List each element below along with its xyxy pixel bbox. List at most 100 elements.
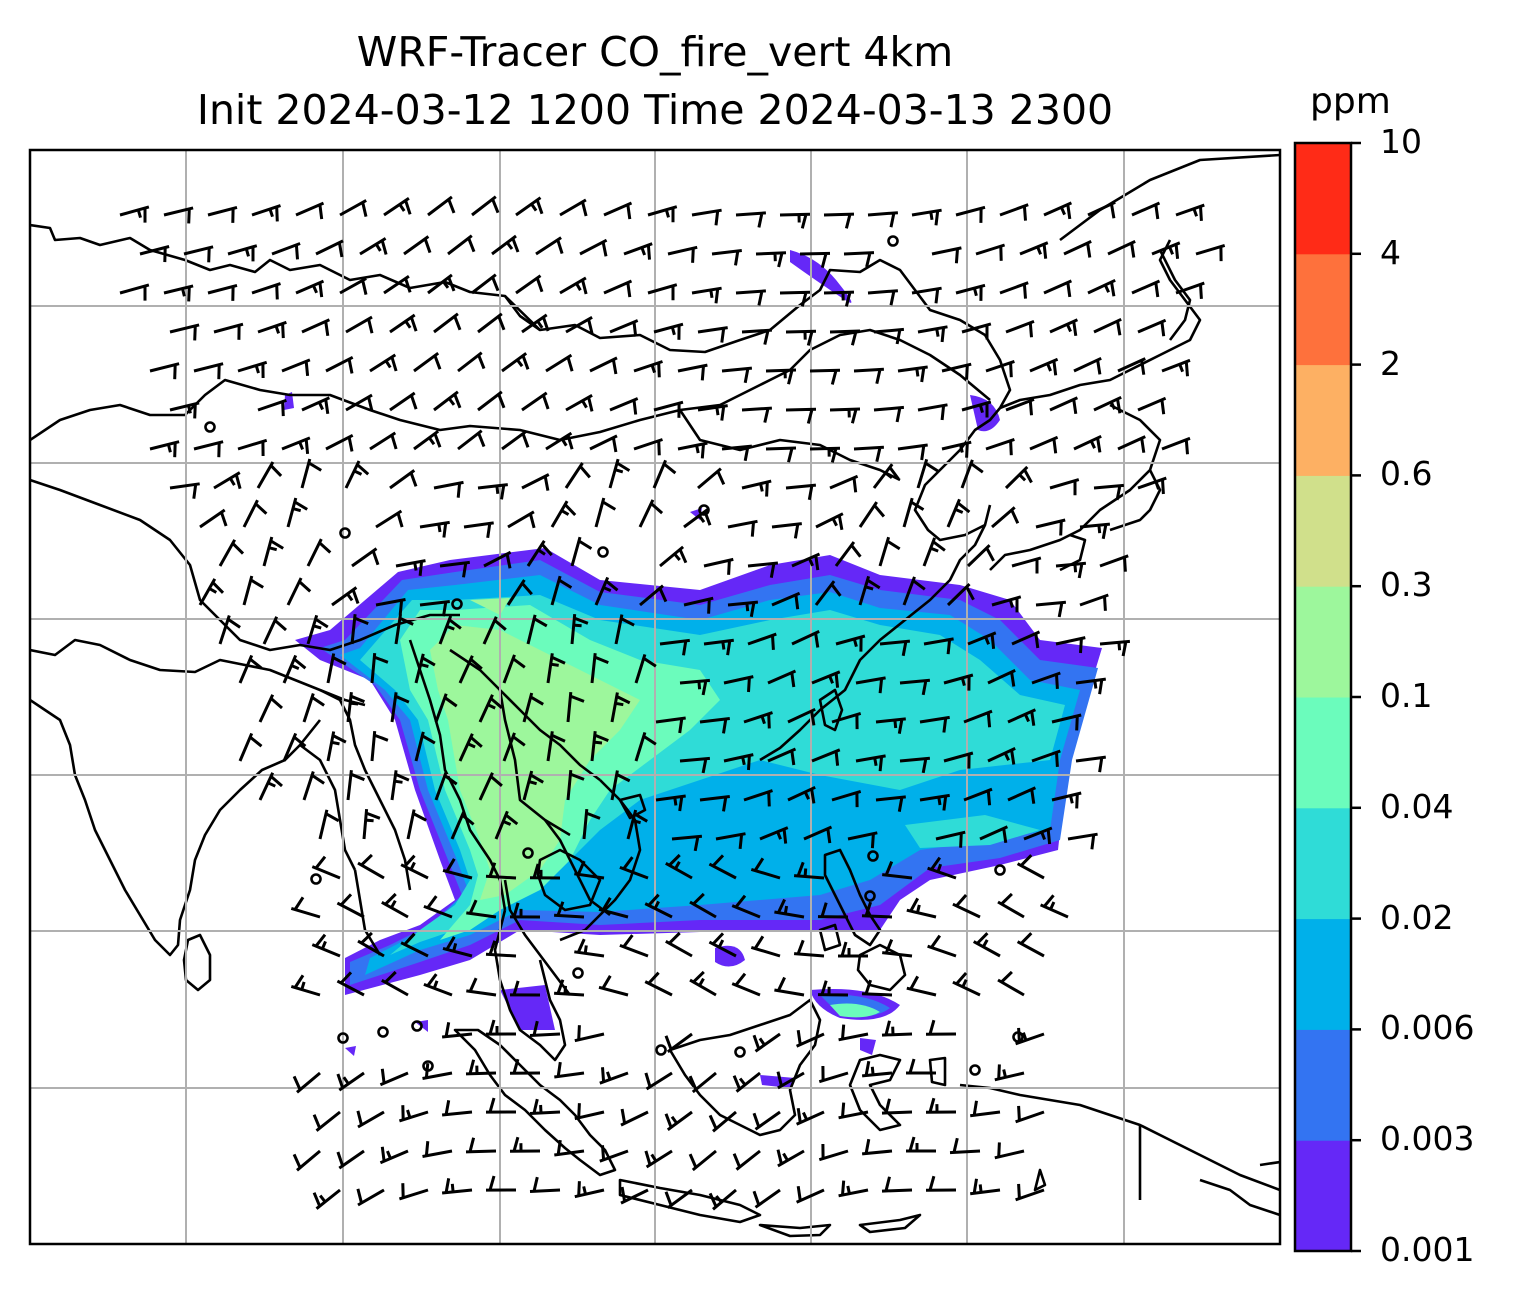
wind-barb xyxy=(257,320,287,339)
wind-barb xyxy=(765,446,797,463)
wind-barb xyxy=(336,971,365,997)
calm-marker xyxy=(522,847,534,859)
colorbar-tick-label: 0.04 xyxy=(1380,786,1454,826)
wind-barb xyxy=(282,732,307,762)
wind-barb xyxy=(295,201,325,220)
wind-barb xyxy=(554,979,585,997)
wind-barb xyxy=(677,441,708,459)
wind-barb xyxy=(1079,522,1111,540)
wind-barb xyxy=(350,614,369,645)
wind-barb xyxy=(442,858,473,880)
wind-barb xyxy=(765,368,797,385)
wind-barb xyxy=(899,678,931,696)
calm-marker xyxy=(337,1032,349,1044)
calm-marker xyxy=(864,890,876,902)
wind-barb xyxy=(494,810,519,840)
wind-barb xyxy=(747,561,779,578)
wind-barb xyxy=(1007,708,1037,726)
wind-barb xyxy=(1035,600,1067,618)
wind-barb xyxy=(522,692,544,723)
wind-barb xyxy=(381,970,409,997)
wind-barb xyxy=(1029,357,1059,376)
wind-barb xyxy=(815,512,844,531)
calm-markers xyxy=(204,235,1024,1076)
colorbar-tick-label: 0.1 xyxy=(1380,676,1433,715)
calm-marker xyxy=(867,850,879,862)
wind-barb xyxy=(526,614,548,645)
wind-barb xyxy=(389,469,418,490)
wind-barb xyxy=(599,1067,629,1085)
wind-barb xyxy=(394,614,414,645)
wind-barb xyxy=(406,809,427,840)
wind-barb xyxy=(345,393,374,412)
calm-marker xyxy=(969,1064,981,1076)
wind-barb xyxy=(776,1149,805,1168)
wind-barb xyxy=(619,934,649,958)
wind-barb xyxy=(301,396,331,415)
wind-barb xyxy=(306,614,329,645)
wind-barb xyxy=(379,1068,409,1087)
wind-barb xyxy=(463,521,494,539)
wind-barb xyxy=(485,1019,517,1036)
wind-barb xyxy=(213,322,244,340)
wind-barb xyxy=(623,242,653,260)
wind-barb xyxy=(237,360,268,379)
colorbar-tick-label: 0.02 xyxy=(1380,897,1454,937)
wind-barb xyxy=(331,586,360,607)
wind-barb xyxy=(346,770,365,801)
wind-barb xyxy=(731,894,761,919)
wind-barb xyxy=(985,437,1015,456)
wind-barb xyxy=(521,473,550,491)
wind-barb xyxy=(515,274,544,295)
wind-barb xyxy=(403,235,432,256)
wind-barb xyxy=(665,931,693,958)
wind-barb xyxy=(911,208,942,226)
colorbar-tick-label: 0.006 xyxy=(1380,1008,1475,1048)
wind-barb xyxy=(647,283,678,301)
wind-barb xyxy=(697,326,728,343)
calm-marker xyxy=(310,873,322,885)
wind-barb xyxy=(906,1136,936,1153)
wind-barb xyxy=(817,980,849,997)
wind-barb xyxy=(899,756,931,774)
wind-barb xyxy=(242,575,264,606)
wind-barb xyxy=(375,598,406,615)
wind-barb xyxy=(550,575,573,606)
wind-barb xyxy=(1043,279,1073,298)
wind-barb xyxy=(793,861,825,880)
wind-barb xyxy=(872,463,900,489)
wind-barb xyxy=(336,1149,365,1170)
calm-marker xyxy=(597,546,609,558)
wind-barb xyxy=(689,970,717,997)
wind-barb xyxy=(741,479,772,497)
wind-barb xyxy=(803,825,833,844)
wind-barb xyxy=(339,199,368,217)
wind-barb xyxy=(875,795,906,812)
map-title-line2: Init 2024-03-12 1200 Time 2024-03-13 230… xyxy=(196,86,1114,134)
wind-barb xyxy=(502,654,526,684)
wind-barb xyxy=(955,205,986,223)
wind-barb xyxy=(315,239,344,258)
map-title-line1: WRF-Tracer CO_fire_vert 4km xyxy=(356,28,954,76)
wind-barb xyxy=(743,789,773,807)
wind-barb xyxy=(727,519,758,537)
wind-barb xyxy=(831,789,862,808)
wind-barb xyxy=(1161,436,1191,455)
wind-barb xyxy=(457,429,486,451)
wind-barb xyxy=(823,290,855,307)
wind-barb xyxy=(879,639,911,657)
wind-barb xyxy=(795,1107,825,1126)
wind-barb xyxy=(970,1100,1001,1118)
wind-barb xyxy=(169,401,200,419)
wind-barb xyxy=(292,1149,321,1172)
wind-barb xyxy=(438,615,462,645)
wind-barb xyxy=(359,237,388,256)
colorbar-tick-label: 0.6 xyxy=(1380,454,1433,494)
wind-barb xyxy=(465,1059,497,1076)
wind-barb xyxy=(485,940,517,958)
wind-barb xyxy=(1067,832,1098,850)
wind-barb xyxy=(566,691,585,723)
wind-barb xyxy=(262,536,284,567)
map-frame xyxy=(28,148,1282,1246)
